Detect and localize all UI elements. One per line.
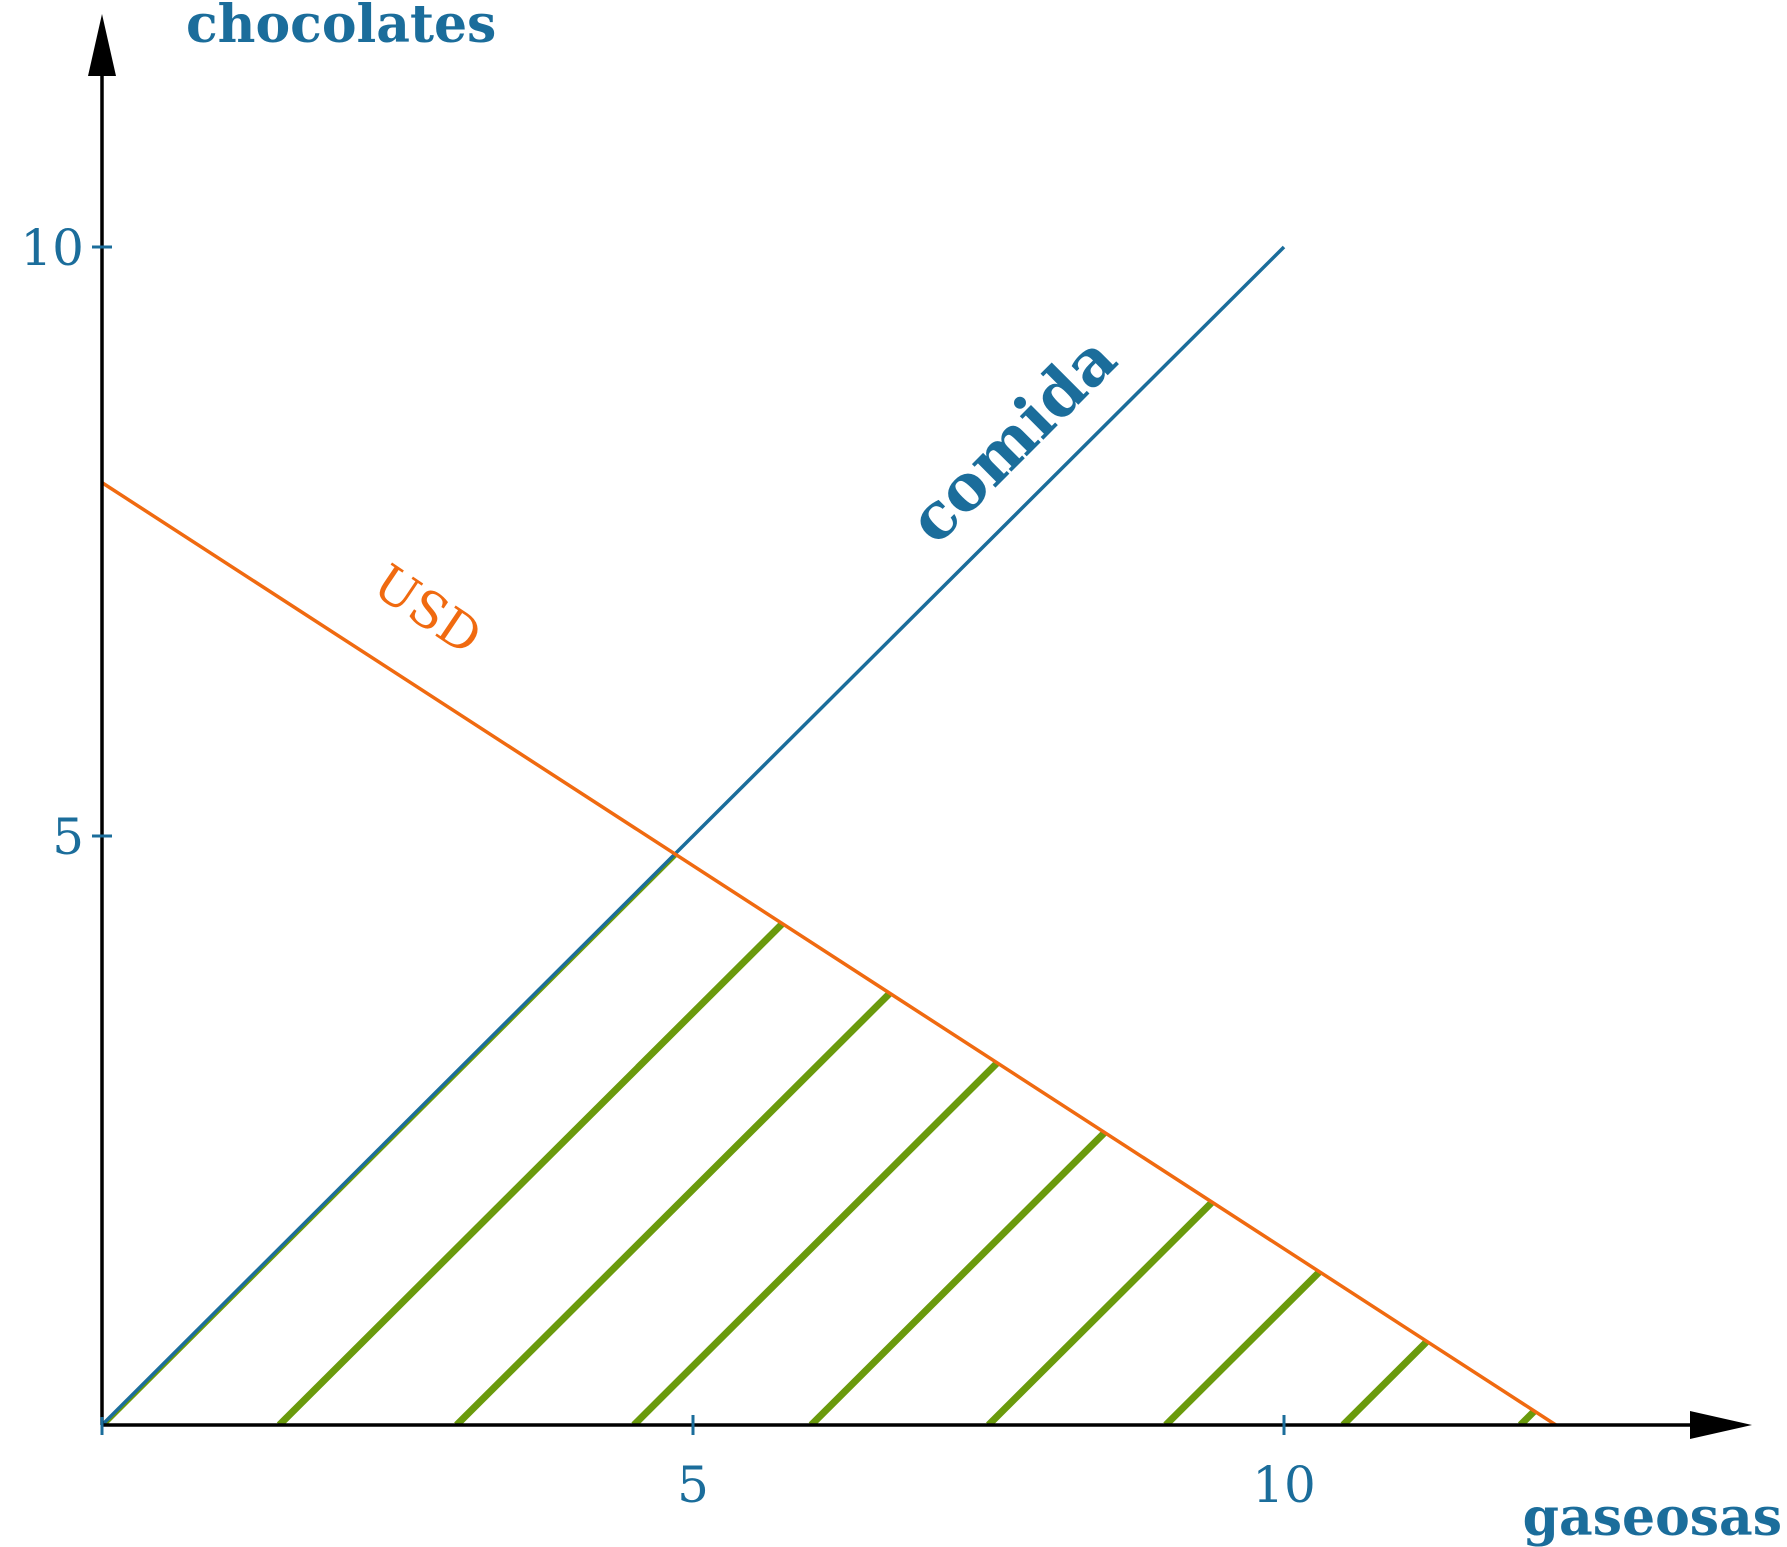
labels: 5 10 5 10 gaseosas chocolates comida USD xyxy=(20,0,1782,1547)
x-axis-title: gaseosas xyxy=(1523,1487,1782,1547)
series-line-usd xyxy=(101,481,1557,1427)
hatch-line xyxy=(1163,853,1556,1425)
hatch-line xyxy=(808,853,1556,1425)
hatch-line xyxy=(986,853,1556,1425)
feasible-region-hatch xyxy=(102,853,1556,1425)
x-tick-label: 10 xyxy=(1252,1456,1316,1514)
hatch-line xyxy=(276,853,1556,1425)
hatch-line xyxy=(1340,853,1556,1425)
series-line-comida xyxy=(100,245,1286,1427)
x-axis-arrow xyxy=(1690,1411,1752,1439)
y-axis-arrow xyxy=(88,14,116,76)
hatch-line xyxy=(631,853,1556,1425)
series-label-usd: USD xyxy=(363,553,492,666)
series-layer xyxy=(100,245,1557,1427)
axes xyxy=(88,14,1752,1439)
y-axis-title: chocolates xyxy=(186,0,496,55)
hatch-line xyxy=(1517,853,1556,1425)
y-tick-label: 5 xyxy=(52,808,84,866)
y-tick-label: 10 xyxy=(20,219,84,277)
series-label-comida: comida xyxy=(894,321,1131,558)
x-tick-label: 5 xyxy=(677,1456,709,1514)
hatch-line xyxy=(454,853,1556,1425)
